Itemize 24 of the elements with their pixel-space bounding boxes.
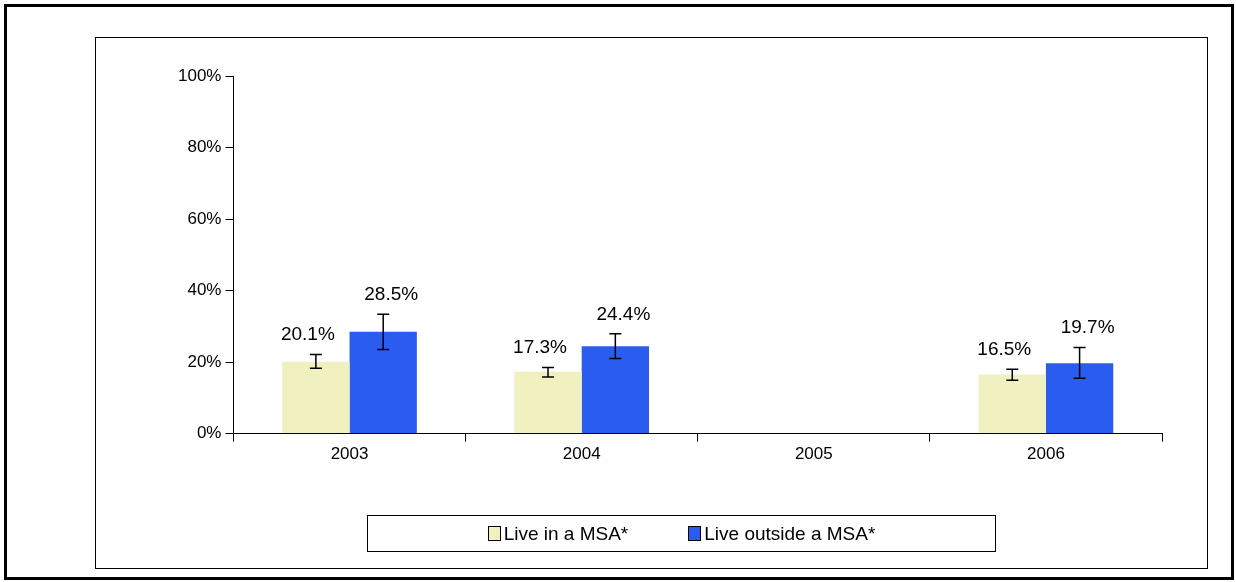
bar (1045, 363, 1114, 434)
data-label: 16.5% (977, 337, 1032, 359)
legend-label: Live in a MSA* (503, 522, 629, 545)
y-tick-label: 20% (187, 351, 222, 371)
x-tick-label: 2003 (330, 444, 369, 464)
y-tick-label: 40% (187, 280, 222, 300)
bar (978, 374, 1046, 434)
bar (349, 331, 417, 434)
data-label: 19.7% (1060, 316, 1115, 338)
y-tick-label: 60% (187, 208, 222, 228)
y-tick-label: 0% (196, 423, 222, 443)
bar (282, 361, 350, 434)
x-tick-label: 2004 (562, 444, 601, 464)
x-tick-label: 2005 (794, 444, 833, 464)
y-tick-label: 100% (178, 65, 222, 85)
legend-label: Live outside a MSA* (704, 522, 876, 545)
bar (514, 371, 582, 434)
data-label: 28.5% (364, 282, 419, 304)
data-label: 17.3% (513, 336, 568, 358)
x-tick-label: 2006 (1027, 444, 1065, 464)
y-tick-label: 80% (187, 137, 222, 157)
data-label: 20.1% (280, 323, 335, 345)
data-label: 24.4% (596, 302, 651, 324)
bar (581, 346, 649, 434)
